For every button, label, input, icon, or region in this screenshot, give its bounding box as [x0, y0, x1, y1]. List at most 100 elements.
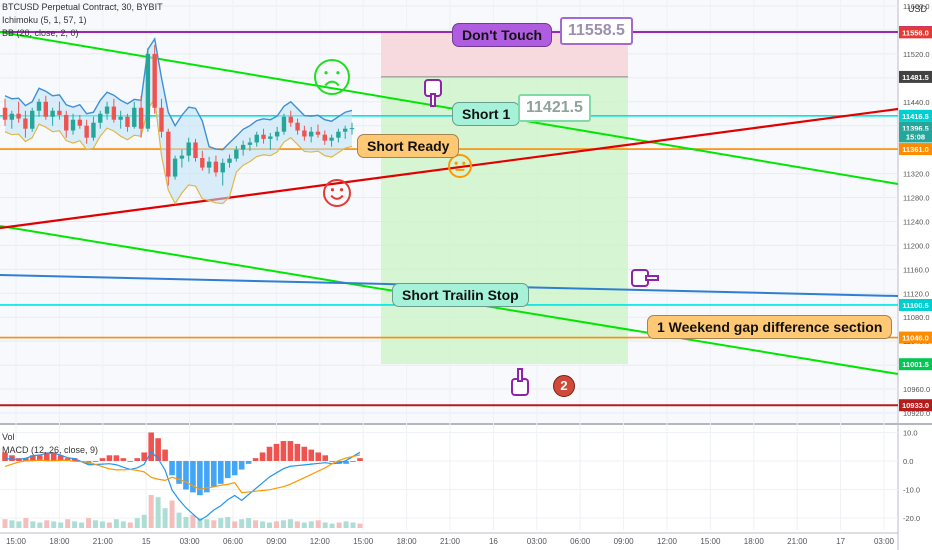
macd-hist-bar — [301, 446, 308, 461]
candle-body — [50, 110, 55, 117]
candle-body — [329, 137, 334, 141]
volume-bar — [329, 523, 335, 528]
price-tag-label: 11556.0 — [902, 28, 929, 37]
candle-body — [152, 53, 157, 108]
candle-body — [342, 128, 348, 132]
ichimoku-legend[interactable]: Ichimoku (5, 1, 57, 1) — [2, 15, 87, 25]
short-1-callout[interactable]: Short 1 — [452, 102, 521, 126]
volume-bar — [197, 518, 203, 528]
volume-bar — [246, 518, 252, 528]
volume-bar — [183, 517, 189, 528]
price-tag-label: 11396.5 — [902, 124, 929, 133]
volume-bar — [287, 519, 293, 528]
candle-body — [30, 110, 35, 129]
macd-hist-bar — [43, 452, 50, 461]
price-tag-label: 10933.0 — [902, 401, 929, 410]
volume-bar — [9, 520, 15, 528]
macd-y-tick: -10.0 — [903, 486, 920, 495]
x-tick-label: 18:00 — [49, 537, 70, 546]
volume-bar — [99, 521, 105, 528]
weekend-gap-callout[interactable]: 1 Weekend gap difference section — [647, 315, 893, 339]
volume-bar — [162, 508, 168, 528]
macd-hist-bar — [106, 455, 113, 461]
macd-legend[interactable]: MACD (12, 26, close, 9) — [2, 445, 99, 455]
volume-bar — [120, 521, 126, 528]
symbol-title: BTCUSD Perpetual Contract, 30, BYBIT — [2, 2, 163, 12]
pointing-left-hand-icon — [631, 269, 659, 287]
volume-bar — [176, 512, 182, 528]
price-tag — [899, 399, 932, 412]
volume-bar — [225, 517, 231, 528]
price-tag — [899, 109, 932, 122]
short-1-price: 11421.5 — [518, 94, 591, 122]
x-tick-label: 15 — [142, 537, 151, 546]
macd-y-tick: -20.0 — [903, 514, 920, 523]
price-tag-label: 11100.5 — [902, 301, 928, 310]
candle-body — [132, 107, 137, 127]
volume-bar — [239, 519, 245, 528]
red-happy-face-icon — [323, 179, 351, 207]
candle-body — [166, 131, 171, 177]
macd-hist-bar — [287, 441, 294, 461]
x-tick-label: 06:00 — [570, 537, 591, 546]
volume-bar — [232, 521, 238, 528]
candle-body — [288, 116, 293, 123]
volume-bar — [23, 518, 29, 528]
volume-bar — [211, 520, 217, 528]
volume-bar — [253, 520, 259, 528]
volume-legend[interactable]: Vol — [2, 432, 15, 442]
volume-bar — [357, 523, 363, 528]
macd-hist-bar — [113, 455, 120, 461]
number-2-badge[interactable]: 2 — [553, 375, 575, 397]
y-tick-label: 10920.0 — [903, 409, 930, 418]
orange-neutral-face-icon — [448, 154, 472, 178]
candle-body — [172, 158, 178, 177]
x-tick-label: 06:00 — [223, 537, 244, 546]
volume-bar — [294, 521, 300, 528]
macd-line — [4, 450, 361, 522]
y-tick-label: 10960.0 — [903, 385, 930, 394]
price-tag — [899, 143, 932, 156]
candle-body — [64, 114, 69, 131]
macd-hist-bar — [183, 461, 189, 490]
volume-bar — [106, 522, 112, 528]
candle-body — [268, 136, 273, 139]
candle-body — [138, 107, 144, 129]
candle-body — [118, 116, 123, 120]
volume-bar — [65, 519, 71, 528]
x-tick-label: 21:00 — [93, 537, 114, 546]
macd-hist-bar — [57, 455, 64, 461]
bollinger-lower — [4, 97, 353, 205]
price-tag-label: 11416.5 — [902, 112, 929, 121]
macd-hist-bar — [92, 461, 99, 462]
pointing-down-hand-icon — [424, 79, 442, 107]
macd-hist-bar — [169, 461, 175, 476]
price-tag-label: 11481.5 — [902, 73, 929, 82]
x-tick-label: 15:00 — [6, 537, 27, 546]
short-trailing-stop-callout[interactable]: Short Trailin Stop — [392, 283, 529, 307]
volume-bar — [190, 514, 196, 528]
y-tick-label: 11440.0 — [903, 98, 930, 107]
macd-hist-bar — [30, 455, 36, 461]
y-tick-label: 11280.0 — [903, 194, 930, 203]
candle-body — [261, 134, 266, 139]
bollinger-legend[interactable]: BB (20, close, 2, 0) — [2, 28, 79, 38]
x-tick-label: 18:00 — [744, 537, 765, 546]
volume-bar — [92, 520, 98, 528]
volume-bar — [322, 522, 328, 528]
y-tick-label: 11320.0 — [903, 170, 930, 179]
volume-bar — [280, 520, 286, 528]
macd-hist-bar — [294, 443, 301, 461]
dont-touch-callout[interactable]: Don't Touch — [452, 23, 553, 47]
volume-bar — [315, 520, 321, 528]
candle-body — [91, 122, 96, 138]
x-tick-label: 16 — [489, 537, 498, 546]
dont-touch-price: 11558.5 — [560, 17, 633, 45]
short-ready-callout[interactable]: Short Ready — [357, 134, 460, 158]
candle-body — [247, 142, 253, 145]
green-sad-face-icon — [314, 59, 350, 95]
price-tag-label: 11361.0 — [902, 145, 929, 154]
x-tick-label: 03:00 — [874, 537, 895, 546]
macd-hist-bar — [197, 461, 203, 496]
